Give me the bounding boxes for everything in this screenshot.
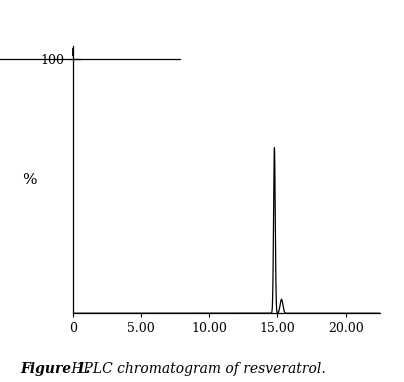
- Text: HPLC chromatogram of resveratrol.: HPLC chromatogram of resveratrol.: [67, 362, 325, 376]
- Text: Figure 1.: Figure 1.: [20, 362, 91, 376]
- Y-axis label: %: %: [22, 173, 37, 186]
